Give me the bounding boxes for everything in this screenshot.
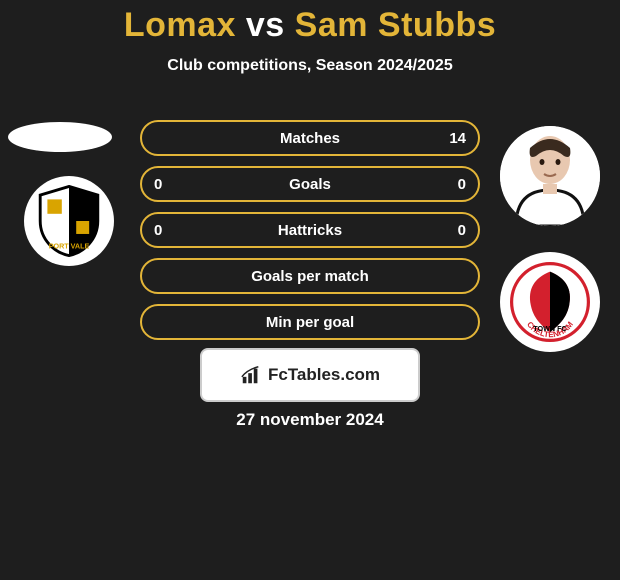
stat-label: Goals [289, 176, 331, 193]
svg-text:PORT VALE: PORT VALE [49, 241, 90, 250]
stat-row: Matches 14 [140, 120, 480, 156]
stat-right-value: 0 [458, 176, 466, 193]
date-label: 27 november 2024 [0, 410, 620, 430]
stat-row: Goals per match [140, 258, 480, 294]
player-right-avatar [500, 126, 600, 226]
stat-right-value: 0 [458, 222, 466, 239]
stat-row: 0 Hattricks 0 [140, 212, 480, 248]
player-left-avatar [8, 122, 112, 152]
person-icon [500, 126, 600, 226]
stat-label: Goals per match [251, 268, 369, 285]
page-title: Lomax vs Sam Stubbs [0, 6, 620, 45]
stat-row: Min per goal [140, 304, 480, 340]
svg-text:TOWN FC: TOWN FC [533, 324, 566, 333]
port-vale-badge-icon: PORT VALE [33, 185, 105, 257]
stat-row: 0 Goals 0 [140, 166, 480, 202]
stat-label: Hattricks [278, 222, 342, 239]
title-right-name: Sam Stubbs [295, 6, 496, 44]
bar-chart-icon [240, 364, 262, 386]
stat-label: Min per goal [266, 314, 354, 331]
comparison-card: Lomax vs Sam Stubbs Club competitions, S… [0, 0, 620, 580]
stat-right-value: 14 [449, 130, 466, 147]
club-badge-right: CHELTENHAM TOWN FC [500, 252, 600, 352]
club-badge-left: PORT VALE [24, 176, 114, 266]
cheltenham-badge-icon: CHELTENHAM TOWN FC [510, 262, 590, 342]
brand-box[interactable]: FcTables.com [200, 348, 420, 402]
stat-left-value: 0 [154, 222, 162, 239]
stat-left-value: 0 [154, 176, 162, 193]
stats-container: Matches 14 0 Goals 0 0 Hattricks 0 Goals… [140, 120, 480, 350]
subtitle: Club competitions, Season 2024/2025 [0, 57, 620, 75]
stat-label: Matches [280, 130, 340, 147]
brand-text: FcTables.com [268, 365, 380, 385]
title-vs: vs [246, 6, 285, 44]
title-left-name: Lomax [124, 6, 236, 44]
